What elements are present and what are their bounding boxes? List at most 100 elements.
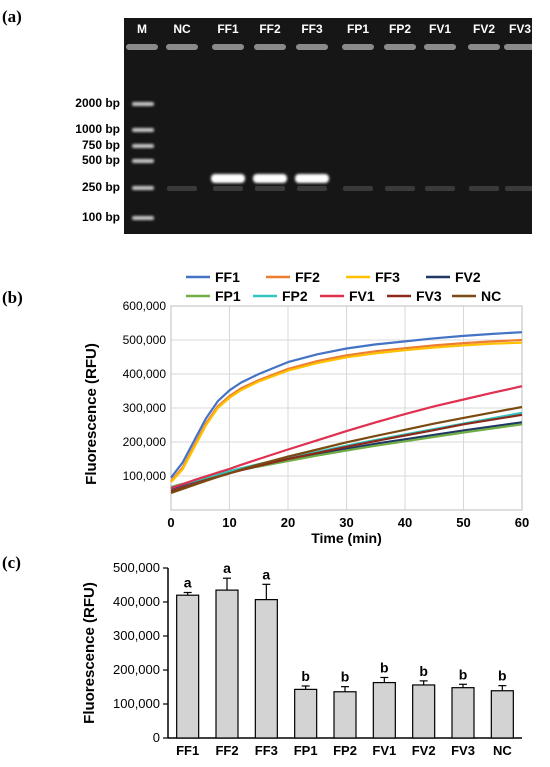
y-tick-label: 400,000 [113, 594, 160, 609]
legend-label: FV2 [455, 269, 481, 285]
x-tick-label: 10 [222, 515, 236, 530]
panel-b-label: (b) [2, 288, 23, 307]
gel-bands [126, 44, 536, 220]
y-tick-label: 0 [153, 730, 160, 745]
y-tick-label: 500,000 [113, 560, 160, 575]
ladder-band [132, 159, 154, 163]
x-tick-label: 0 [167, 515, 174, 530]
legend-label: FF2 [295, 269, 320, 285]
bar-ff2 [215, 589, 239, 739]
gel-lane-label: FV2 [472, 22, 495, 36]
bar-fv2 [412, 684, 436, 739]
gel-well [342, 44, 374, 50]
ladder-band [132, 216, 154, 220]
x-tick-label: FV1 [372, 743, 396, 758]
panel-a-label: (a) [2, 7, 22, 26]
x-tick-label: 20 [281, 515, 295, 530]
series-line-fv1 [170, 385, 523, 490]
legend-label: FV3 [416, 288, 442, 304]
y-tick-label: 500,000 [123, 333, 167, 347]
gel-image [124, 18, 536, 234]
x-tick-label: FF3 [255, 743, 278, 758]
significance-letter: a [223, 560, 231, 576]
amplicon-band [211, 174, 245, 183]
ladder-band [132, 128, 154, 132]
gel-well [296, 44, 328, 50]
gel-well [212, 44, 244, 50]
y-tick-label: 300,000 [123, 401, 167, 415]
x-tick-label: 50 [456, 515, 470, 530]
faint-band [385, 186, 415, 191]
faint-band [255, 186, 285, 191]
y-tick-label: 200,000 [123, 435, 167, 449]
bar-ff3 [254, 599, 278, 739]
gel-well [468, 44, 500, 50]
line-chart: FF1 FF2 FF3 FV2 FP1 FP2 FV1 FV3 NC 100,000 200,000… [83, 269, 529, 546]
gel-well [504, 44, 536, 50]
gel-lane-label: FP2 [388, 22, 411, 36]
gel-well [424, 44, 456, 50]
gel-lane-label: FV1 [428, 22, 451, 36]
bar-chart: 0 100,000 200,000 300,000 400,000 500,000 a FF1… [81, 560, 522, 758]
x-tick-label: 60 [515, 515, 529, 530]
y-tick-label: 300,000 [113, 628, 160, 643]
y-axis-label: Fluorescence (RFU) [83, 343, 100, 485]
faint-band [343, 186, 373, 191]
gel-ladder-label: 500 bp [81, 153, 120, 167]
bar-fp1 [294, 688, 318, 739]
gel-lane-label: FP1 [346, 22, 369, 36]
significance-letter: b [301, 668, 310, 684]
gel-ladder-label: 1000 bp [75, 122, 120, 136]
legend-label: FV1 [349, 288, 375, 304]
faint-band [425, 186, 455, 191]
legend-label: FF1 [215, 269, 240, 285]
legend-label: FF3 [375, 269, 400, 285]
significance-letter: b [419, 663, 428, 679]
significance-letter: b [459, 666, 468, 682]
ladder-band [132, 102, 154, 106]
series-line-nc [170, 405, 523, 495]
faint-band [297, 186, 327, 191]
gel-lane-label: FF1 [217, 22, 239, 36]
amplicon-band [253, 174, 287, 183]
x-tick-label: 30 [339, 515, 353, 530]
gel-well [384, 44, 416, 50]
gel-well [254, 44, 286, 50]
gel-lane-label: M [137, 22, 147, 36]
y-tick-label: 400,000 [123, 367, 167, 381]
legend-label: NC [481, 288, 501, 304]
gel-ladder-label: 250 bp [81, 180, 120, 194]
faint-band [167, 186, 197, 191]
gel-ladder-label: 100 bp [81, 210, 120, 224]
x-tick-label: FP2 [333, 743, 357, 758]
x-tick-label: 40 [398, 515, 412, 530]
bar-fp2 [333, 691, 357, 739]
x-axis-label: Time (min) [311, 530, 382, 546]
bar-nc [490, 690, 514, 739]
bar-fv3 [451, 687, 475, 739]
ladder-band [132, 186, 154, 190]
faint-band [505, 186, 535, 191]
x-tick-label: FV3 [451, 743, 475, 758]
y-tick-label: 100,000 [113, 696, 160, 711]
ladder-band [132, 144, 154, 148]
significance-letter: a [184, 574, 192, 590]
x-tick-label: FF1 [176, 743, 199, 758]
legend-label: FP1 [215, 288, 241, 304]
x-tick-label: FF2 [215, 743, 238, 758]
amplicon-band [295, 174, 329, 183]
panel-c-label: (c) [2, 553, 21, 572]
significance-letter: a [262, 566, 270, 582]
gel-well [166, 44, 198, 50]
gel-well [126, 44, 158, 50]
series-line-ff3 [170, 341, 523, 483]
gel-ladder-label: 2000 bp [75, 96, 120, 110]
x-tick-label: NC [493, 743, 512, 758]
gel-ladder-label: 750 bp [81, 138, 120, 152]
gel-lane-label: FV3 [508, 22, 531, 36]
faint-band [469, 186, 499, 191]
series-line-ff1 [170, 331, 523, 479]
bar-ff1 [176, 594, 200, 739]
legend-label: FP2 [282, 288, 308, 304]
y-tick-label: 600,000 [123, 299, 167, 313]
